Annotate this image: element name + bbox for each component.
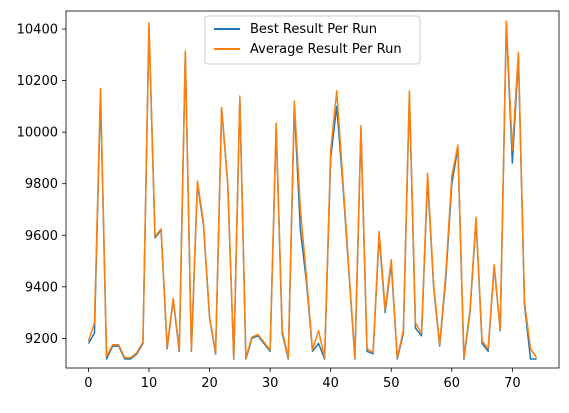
x-tick-label: 40: [322, 376, 339, 391]
x-tick-label: 0: [84, 376, 92, 391]
legend-label-best: Best Result Per Run: [250, 22, 377, 37]
series-line-average: [87, 20, 538, 359]
y-tick-label: 9600: [25, 229, 58, 244]
x-axis: 0 10 20 30 40 50 60 70: [84, 368, 521, 391]
x-tick-label: 50: [383, 376, 400, 391]
x-tick-label: 20: [201, 376, 218, 391]
y-tick-label: 9800: [25, 177, 58, 192]
y-tick-label: 10000: [17, 126, 58, 141]
y-tick-label: 10400: [17, 23, 58, 38]
plot-lines: [87, 20, 538, 360]
plot-frame: [65, 10, 560, 369]
x-tick-label: 70: [504, 376, 521, 391]
x-tick-label: 30: [262, 376, 279, 391]
y-tick-label: 9200: [25, 332, 58, 347]
x-tick-label: 10: [141, 376, 158, 391]
legend-box: [204, 15, 421, 65]
legend-label-average: Average Result Per Run: [250, 42, 402, 57]
y-tick-label: 9400: [25, 280, 58, 295]
x-tick-label: 60: [444, 376, 461, 391]
legend: Best Result Per Run Average Result Per R…: [204, 15, 421, 65]
y-tick-label: 10200: [17, 74, 58, 89]
y-axis: 9200 9400 9600 9800 10000 10200 10400: [17, 23, 66, 347]
